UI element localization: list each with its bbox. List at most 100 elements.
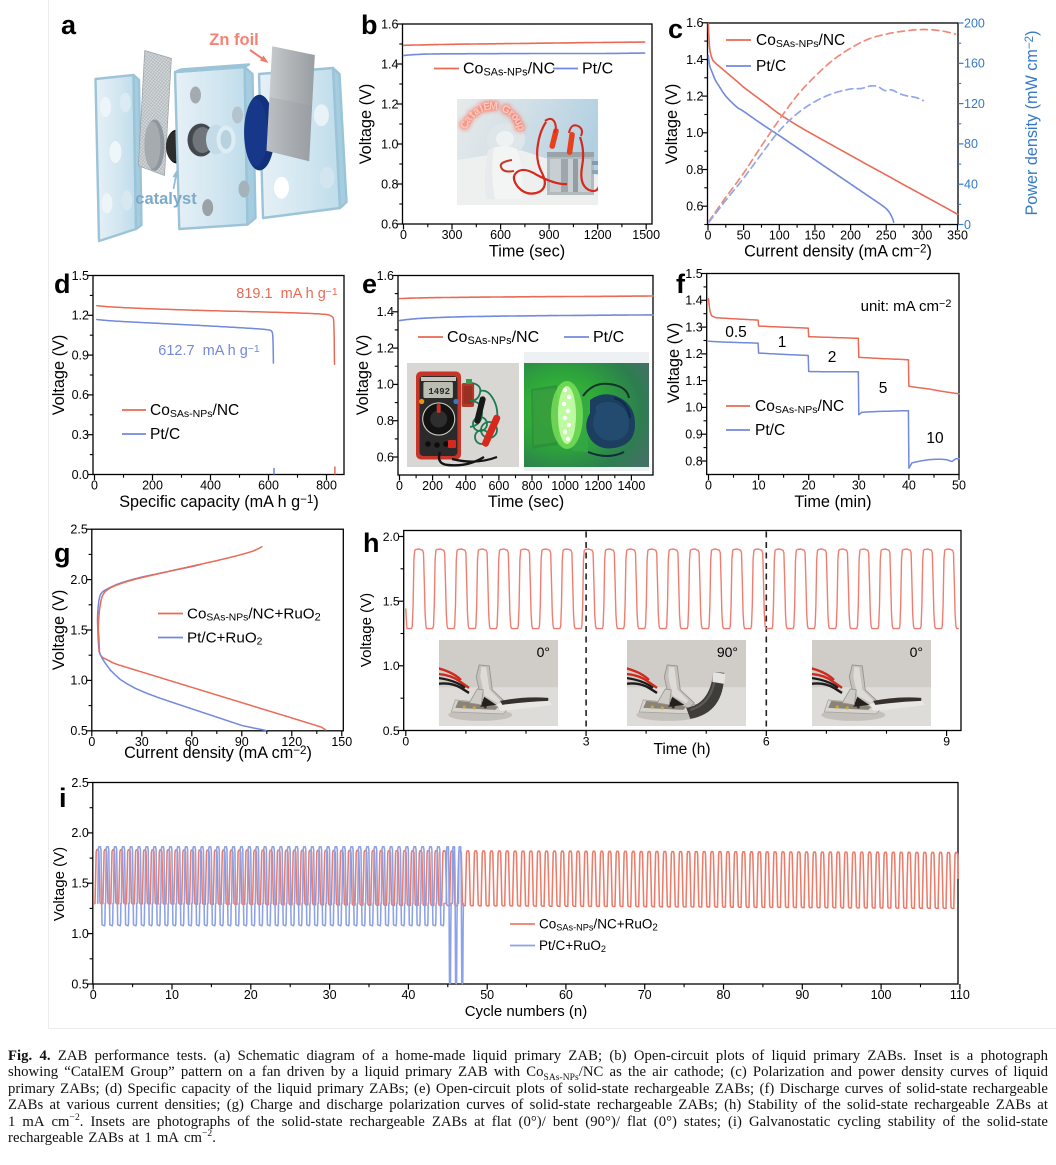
svg-text:9: 9 bbox=[943, 735, 950, 749]
svg-text:Pt/C+RuO2: Pt/C+RuO2 bbox=[187, 630, 263, 648]
svg-text:110: 110 bbox=[950, 988, 970, 1002]
svg-text:2.0: 2.0 bbox=[70, 573, 87, 587]
svg-text:u: u bbox=[512, 116, 526, 127]
svg-text:1000: 1000 bbox=[551, 479, 579, 493]
svg-text:90°: 90° bbox=[717, 644, 738, 660]
svg-text:r: r bbox=[506, 107, 517, 119]
svg-text:C: C bbox=[458, 119, 472, 131]
svg-text:1500: 1500 bbox=[632, 228, 660, 242]
svg-text:r: r bbox=[506, 107, 517, 119]
svg-text:612.7 mA h g−1: 612.7 mA h g−1 bbox=[158, 343, 260, 359]
svg-text:i: i bbox=[59, 783, 67, 813]
svg-text:1.5: 1.5 bbox=[72, 269, 89, 283]
svg-text:20: 20 bbox=[802, 479, 816, 493]
svg-text:Voltage (V): Voltage (V) bbox=[663, 84, 681, 165]
svg-text:50: 50 bbox=[480, 988, 494, 1002]
svg-text:Voltage (V): Voltage (V) bbox=[358, 593, 375, 667]
svg-text:c: c bbox=[668, 14, 683, 44]
svg-text:1400: 1400 bbox=[617, 479, 645, 493]
svg-text:600: 600 bbox=[488, 479, 509, 493]
svg-text:160: 160 bbox=[964, 57, 985, 71]
svg-text:2.0: 2.0 bbox=[383, 530, 400, 544]
svg-text:0.8: 0.8 bbox=[686, 163, 703, 177]
svg-text:0: 0 bbox=[964, 218, 971, 232]
svg-text:M: M bbox=[489, 100, 498, 112]
svg-text:350: 350 bbox=[947, 229, 968, 243]
svg-text:3: 3 bbox=[583, 735, 590, 749]
svg-text:819.1 mA h g−1: 819.1 mA h g−1 bbox=[236, 286, 338, 302]
svg-text:Cycle numbers (n): Cycle numbers (n) bbox=[465, 1003, 588, 1020]
svg-text:0: 0 bbox=[88, 735, 95, 749]
svg-text:1.5: 1.5 bbox=[685, 267, 702, 281]
svg-text:Pt/C: Pt/C bbox=[150, 426, 180, 443]
svg-text:50: 50 bbox=[737, 229, 751, 243]
svg-text:p: p bbox=[514, 123, 527, 133]
svg-text:C: C bbox=[458, 119, 472, 131]
svg-text:1.6: 1.6 bbox=[686, 16, 703, 30]
svg-text:90: 90 bbox=[795, 988, 809, 1002]
svg-text:l: l bbox=[478, 102, 485, 114]
svg-text:1.2: 1.2 bbox=[72, 309, 89, 323]
svg-text:CoSAs-NPs/NC: CoSAs-NPs/NC bbox=[447, 329, 539, 347]
svg-text:CoSAs-NPs/NC+RuO2: CoSAs-NPs/NC+RuO2 bbox=[187, 606, 321, 624]
svg-text:1.4: 1.4 bbox=[686, 53, 703, 67]
svg-text:0.9: 0.9 bbox=[685, 428, 702, 442]
svg-text:0.6: 0.6 bbox=[686, 200, 703, 214]
svg-text:r: r bbox=[506, 107, 517, 119]
svg-text:0.6: 0.6 bbox=[381, 217, 398, 231]
svg-text:400: 400 bbox=[200, 479, 221, 493]
svg-text:200: 200 bbox=[840, 229, 861, 243]
svg-text:900: 900 bbox=[539, 228, 560, 242]
svg-text:a: a bbox=[461, 114, 474, 126]
svg-text:Voltage (V): Voltage (V) bbox=[354, 335, 372, 416]
svg-text:0: 0 bbox=[705, 479, 712, 493]
svg-text:10: 10 bbox=[926, 430, 944, 447]
svg-text:1.2: 1.2 bbox=[381, 97, 398, 111]
svg-text:Pt/C+RuO2: Pt/C+RuO2 bbox=[539, 938, 606, 954]
svg-text:a: a bbox=[471, 105, 483, 118]
svg-text:Power density (mW cm−2): Power density (mW cm−2) bbox=[1023, 30, 1041, 215]
svg-text:Pt/C: Pt/C bbox=[756, 58, 786, 75]
svg-text:1.0: 1.0 bbox=[686, 126, 703, 140]
svg-text:0.8: 0.8 bbox=[377, 414, 394, 428]
svg-text:a: a bbox=[471, 105, 483, 118]
svg-text:10: 10 bbox=[165, 988, 179, 1002]
svg-text:20: 20 bbox=[244, 988, 258, 1002]
svg-text:0: 0 bbox=[402, 735, 409, 749]
svg-text:l: l bbox=[478, 102, 485, 114]
svg-text:50: 50 bbox=[952, 479, 966, 493]
svg-text:l: l bbox=[478, 102, 485, 114]
svg-text:Pt/C: Pt/C bbox=[755, 422, 785, 439]
svg-text:1.0: 1.0 bbox=[377, 378, 394, 392]
svg-text:0.9: 0.9 bbox=[72, 348, 89, 362]
svg-text:a: a bbox=[471, 105, 483, 118]
svg-text:80: 80 bbox=[964, 137, 978, 151]
svg-text:1.0: 1.0 bbox=[71, 927, 88, 941]
svg-text:30: 30 bbox=[135, 735, 149, 749]
svg-text:0: 0 bbox=[91, 479, 98, 493]
svg-text:CoSAs-NPs/NC: CoSAs-NPs/NC bbox=[756, 32, 845, 50]
svg-text:M: M bbox=[489, 100, 498, 112]
svg-text:t: t bbox=[467, 109, 478, 120]
svg-text:70: 70 bbox=[638, 988, 652, 1002]
svg-text:800: 800 bbox=[316, 479, 337, 493]
svg-text:E: E bbox=[482, 100, 491, 113]
svg-text:1.0: 1.0 bbox=[383, 659, 400, 673]
svg-text:u: u bbox=[512, 116, 526, 127]
svg-text:0°: 0° bbox=[537, 644, 550, 660]
svg-text:b: b bbox=[361, 10, 378, 40]
svg-text:250: 250 bbox=[876, 229, 897, 243]
svg-text:catalyst: catalyst bbox=[135, 190, 197, 208]
svg-text:200: 200 bbox=[422, 479, 443, 493]
svg-text:0.8: 0.8 bbox=[381, 177, 398, 191]
svg-text:r: r bbox=[506, 107, 517, 119]
svg-text:0.3: 0.3 bbox=[72, 428, 89, 442]
svg-text:0.5: 0.5 bbox=[725, 324, 747, 341]
svg-text:M: M bbox=[489, 100, 498, 112]
svg-text:60: 60 bbox=[559, 988, 573, 1002]
svg-text:a: a bbox=[461, 114, 474, 126]
svg-text:100: 100 bbox=[769, 229, 790, 243]
svg-text:600: 600 bbox=[258, 479, 279, 493]
svg-text:1.3: 1.3 bbox=[685, 320, 702, 334]
svg-text:300: 300 bbox=[911, 229, 932, 243]
